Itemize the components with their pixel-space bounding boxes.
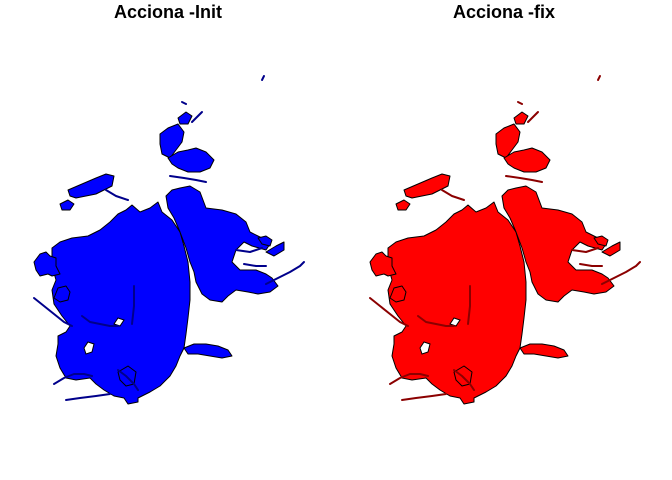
spit-ne-mark — [597, 75, 601, 81]
spit-central-bay — [417, 315, 455, 327]
west-lower-peninsula — [389, 285, 407, 303]
spit-ne-mark — [261, 75, 265, 81]
map-fix — [369, 75, 641, 405]
panel-title-fix: Acciona -fix — [452, 2, 556, 22]
west-peninsula — [369, 251, 397, 277]
nw-small-island — [395, 199, 411, 211]
nw-small-island — [59, 199, 75, 211]
south-east-tongue — [183, 343, 233, 359]
nw-island — [403, 173, 451, 199]
map-panel-fix: Acciona -fix — [336, 0, 672, 480]
spit-north-island — [527, 111, 539, 123]
spit-north-channel — [441, 189, 465, 201]
map-init — [33, 75, 305, 405]
spit-north-lower — [505, 175, 543, 183]
spit-north-top — [181, 101, 187, 105]
north-island-top — [513, 111, 529, 125]
spit-north-top — [517, 101, 523, 105]
east-landmass — [165, 185, 279, 303]
north-island-upper — [159, 123, 185, 159]
east-islet — [601, 241, 621, 257]
north-island-upper — [495, 123, 521, 159]
spit-north-channel — [105, 189, 129, 201]
spit-east-channel — [243, 263, 267, 267]
spit-south-coast — [401, 393, 447, 401]
map-panel-init: Acciona -Init — [33, 2, 305, 405]
panel-title-init: Acciona -Init — [113, 2, 222, 22]
spit-west — [369, 297, 409, 327]
south-east-tongue — [519, 343, 569, 359]
spit-north-island — [191, 111, 203, 123]
spit-south-west — [53, 373, 93, 385]
spit-east-long — [265, 261, 305, 285]
east-islet — [265, 241, 285, 257]
east-cape — [257, 235, 273, 247]
north-island-top — [177, 111, 193, 125]
spit-west — [33, 297, 73, 327]
spit-central-vertical — [467, 285, 471, 325]
spit-east-long — [601, 261, 641, 285]
central-lake — [83, 341, 95, 355]
spit-central-bay — [81, 315, 119, 327]
east-landmass — [501, 185, 615, 303]
north-island-lower — [167, 147, 215, 173]
spit-south-cape — [117, 369, 139, 391]
spit-east-arm — [235, 247, 263, 253]
spit-south-coast — [65, 393, 111, 401]
spit-east-arm — [571, 247, 599, 253]
west-peninsula — [33, 251, 61, 277]
east-cape — [593, 235, 609, 247]
spit-south-cape — [453, 369, 475, 391]
central-lake — [419, 341, 431, 355]
spit-central-vertical — [131, 285, 135, 325]
spit-south-west — [389, 373, 429, 385]
spit-north-lower — [169, 175, 207, 183]
north-island-lower — [503, 147, 551, 173]
spit-east-channel — [579, 263, 603, 267]
nw-island — [67, 173, 115, 199]
west-lower-peninsula — [53, 285, 71, 303]
